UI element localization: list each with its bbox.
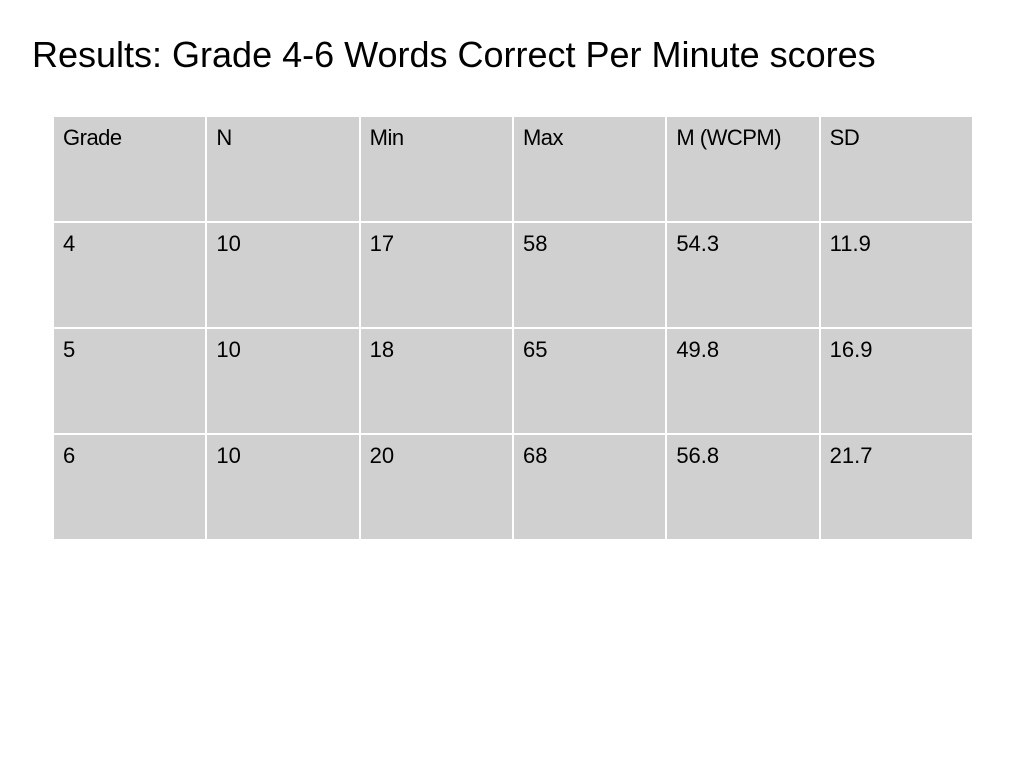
cell-min: 17 <box>360 223 512 327</box>
cell-sd: 16.9 <box>820 329 972 433</box>
cell-sd: 11.9 <box>820 223 972 327</box>
cell-grade: 4 <box>54 223 206 327</box>
cell-grade: 6 <box>54 435 206 539</box>
header-cell-sd: SD <box>820 117 972 221</box>
cell-min: 18 <box>360 329 512 433</box>
cell-n: 10 <box>207 223 359 327</box>
header-cell-min: Min <box>360 117 512 221</box>
header-cell-n: N <box>207 117 359 221</box>
cell-mean-wcpm: 56.8 <box>667 435 819 539</box>
header-row: Grade N Min Max M (WCPM) SD <box>54 117 972 221</box>
cell-min: 20 <box>360 435 512 539</box>
cell-n: 10 <box>207 329 359 433</box>
header-cell-max: Max <box>513 117 666 221</box>
cell-max: 65 <box>513 329 666 433</box>
header-cell-mean-wcpm: M (WCPM) <box>667 117 819 221</box>
cell-mean-wcpm: 54.3 <box>667 223 819 327</box>
slide-title: Results: Grade 4-6 Words Correct Per Min… <box>32 34 876 75</box>
table-row: 4 10 17 58 54.3 11.9 <box>54 223 972 327</box>
cell-n: 10 <box>207 435 359 539</box>
cell-max: 58 <box>513 223 666 327</box>
cell-max: 68 <box>513 435 666 539</box>
header-cell-grade: Grade <box>54 117 206 221</box>
results-table: Grade N Min Max M (WCPM) SD 4 10 17 58 5… <box>52 115 974 541</box>
cell-grade: 5 <box>54 329 206 433</box>
table-header: Grade N Min Max M (WCPM) SD <box>54 117 972 221</box>
table-body: 4 10 17 58 54.3 11.9 5 10 18 65 49.8 16.… <box>54 223 972 539</box>
cell-sd: 21.7 <box>820 435 972 539</box>
table-row: 5 10 18 65 49.8 16.9 <box>54 329 972 433</box>
cell-mean-wcpm: 49.8 <box>667 329 819 433</box>
table-row: 6 10 20 68 56.8 21.7 <box>54 435 972 539</box>
